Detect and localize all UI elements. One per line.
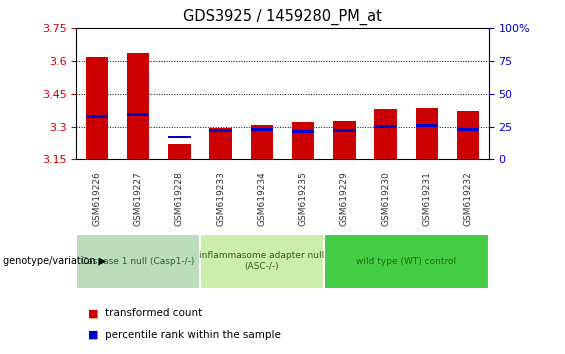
Bar <box>209 128 232 159</box>
Text: GSM619226: GSM619226 <box>93 171 101 225</box>
Bar <box>292 130 315 133</box>
Text: wild type (WT) control: wild type (WT) control <box>356 257 457 266</box>
Text: percentile rank within the sample: percentile rank within the sample <box>105 330 280 339</box>
Bar <box>250 128 273 131</box>
Bar <box>209 129 232 132</box>
Bar <box>168 144 191 159</box>
Text: genotype/variation ▶: genotype/variation ▶ <box>3 256 106 266</box>
Text: GSM619229: GSM619229 <box>340 171 349 225</box>
Bar <box>457 128 480 131</box>
Bar <box>324 234 489 289</box>
Text: Caspase 1 null (Casp1-/-): Caspase 1 null (Casp1-/-) <box>81 257 195 266</box>
Bar <box>85 115 108 118</box>
Text: GSM619228: GSM619228 <box>175 171 184 225</box>
Bar <box>374 109 397 159</box>
Bar <box>374 125 397 128</box>
Bar <box>457 111 480 159</box>
Bar <box>333 129 356 132</box>
Bar <box>250 125 273 159</box>
Text: inflammasome adapter null
(ASC-/-): inflammasome adapter null (ASC-/-) <box>199 251 324 271</box>
Bar <box>333 121 356 159</box>
Text: GDS3925 / 1459280_PM_at: GDS3925 / 1459280_PM_at <box>183 9 382 25</box>
Text: GSM619233: GSM619233 <box>216 171 225 226</box>
Text: transformed count: transformed count <box>105 308 202 318</box>
Bar <box>127 113 150 116</box>
Bar <box>415 124 438 127</box>
Bar <box>292 122 315 159</box>
Bar <box>85 57 108 159</box>
Text: GSM619232: GSM619232 <box>464 171 472 225</box>
Bar <box>415 108 438 159</box>
Text: GSM619235: GSM619235 <box>299 171 307 226</box>
Bar <box>200 234 324 289</box>
Text: ■: ■ <box>88 330 98 339</box>
Bar <box>127 53 150 159</box>
Text: ■: ■ <box>88 308 98 318</box>
Text: GSM619230: GSM619230 <box>381 171 390 226</box>
Text: GSM619231: GSM619231 <box>423 171 431 226</box>
Bar <box>168 136 191 138</box>
Text: GSM619234: GSM619234 <box>258 171 266 225</box>
Bar <box>76 234 200 289</box>
Text: GSM619227: GSM619227 <box>134 171 142 225</box>
